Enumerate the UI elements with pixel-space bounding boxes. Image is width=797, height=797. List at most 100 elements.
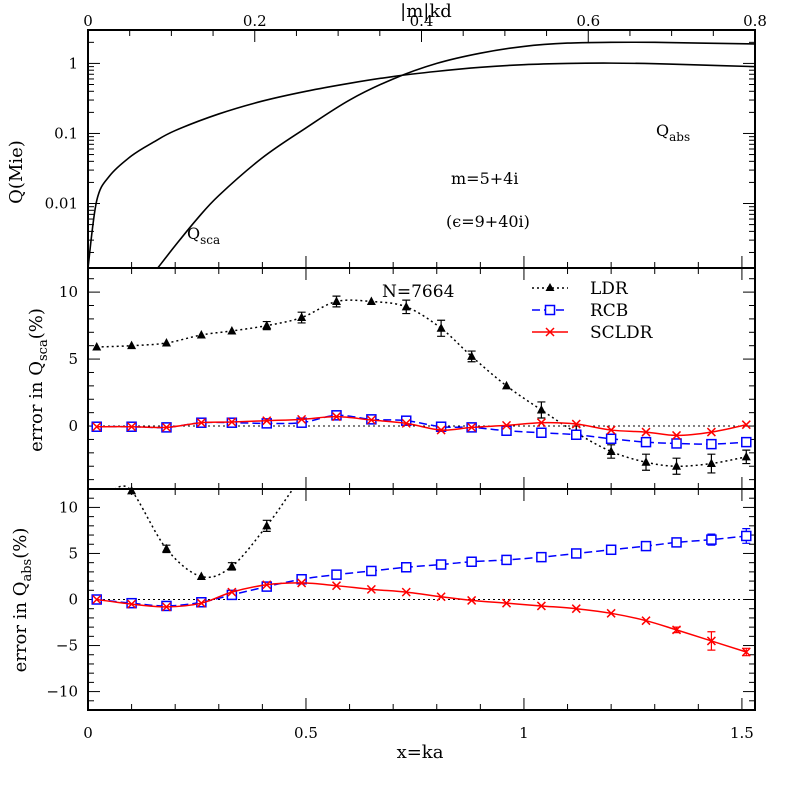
- bot-y-tick-label: −10: [46, 683, 78, 701]
- top-x-tick-label: 0.6: [576, 12, 600, 30]
- bot-rcb-point: [640, 540, 652, 552]
- bot-ldr-point: [127, 485, 137, 495]
- mid-scldr-point: [706, 427, 716, 437]
- mid-ldr-point: [502, 380, 512, 390]
- mid-ldr-point: [127, 340, 137, 350]
- top-axis-title: |m|kd: [400, 1, 452, 22]
- mid-ldr-point: [262, 320, 272, 330]
- legend-rcb-marker: [544, 304, 556, 316]
- mid-ldr-point: [536, 404, 546, 414]
- qsca-label: Qsca: [187, 224, 220, 247]
- mid-rcb-point: [605, 433, 617, 445]
- top-x-tick-label: 0.4: [410, 12, 434, 30]
- top-y-tick-label: 0.1: [54, 124, 78, 142]
- x-tick-label: 0: [83, 724, 93, 742]
- mid-y-tick-label: 0: [68, 417, 78, 435]
- dielectric-label: (ϵ=9+40i): [446, 212, 530, 231]
- mid-rcb-point: [640, 436, 652, 448]
- dipole-count-label: N=7664: [382, 282, 454, 302]
- bot-scldr-point: [606, 608, 616, 618]
- bot-scldr-point: [536, 601, 546, 611]
- bot-scldr-point: [641, 616, 651, 626]
- middle-panel-plot: [91, 295, 752, 475]
- bot-scldr-point: [706, 636, 716, 646]
- mid-scldr-point: [366, 415, 376, 425]
- qabs-label: Qabs: [656, 121, 690, 144]
- mid-scldr-point: [227, 417, 237, 427]
- mid-scldr-point: [501, 420, 512, 430]
- bot-rcb-line: [96, 535, 747, 607]
- bot-rcb-point: [466, 556, 477, 567]
- legend: LDR RCB SCLDR: [532, 279, 654, 343]
- middle-ylabel-main: error in Q: [26, 361, 47, 452]
- legend-ldr-label: LDR: [590, 279, 629, 299]
- qabs-label-main: Q: [656, 121, 669, 140]
- top-panel-plot: [87, 41, 756, 269]
- legend-rcb-label: RCB: [590, 301, 628, 321]
- mid-ldr-point: [606, 446, 616, 455]
- bot-scldr-point: [671, 625, 682, 635]
- mid-rcb-point: [536, 427, 547, 438]
- mid-ldr-point: [401, 301, 411, 311]
- bot-rcb-point: [741, 530, 752, 542]
- mid-y-tick-label: 10: [59, 283, 78, 301]
- bot-scldr-point: [436, 592, 446, 602]
- middle-ylabel-suffix: (%): [26, 308, 47, 339]
- top-panel-ylabel: Q(Mie): [6, 140, 27, 204]
- mid-y-tick-label: 5: [68, 350, 78, 368]
- mid-scldr-point: [331, 412, 342, 422]
- top-y-tick-label: 1: [68, 54, 78, 72]
- mid-ldr-point: [297, 312, 307, 322]
- bot-scldr-point: [92, 594, 102, 605]
- mid-scldr-point: [161, 422, 172, 432]
- mid-scldr-line: [96, 415, 747, 437]
- middle-ylabel-sub: sca: [36, 339, 51, 361]
- mid-rcb-point: [706, 438, 717, 450]
- bot-rcb-point: [571, 548, 582, 559]
- mid-ldr-point: [467, 351, 477, 360]
- legend-ldr-marker: [545, 283, 555, 291]
- mid-ldr-point: [706, 458, 716, 468]
- mid-scldr-point: [127, 422, 137, 432]
- mid-scldr-point: [606, 425, 616, 435]
- x-tick-label: 1: [519, 724, 529, 742]
- bot-scldr-point: [501, 598, 512, 608]
- mid-rcb-point: [261, 418, 272, 429]
- mid-ldr-point: [641, 457, 651, 466]
- mid-ldr-point: [227, 325, 237, 335]
- bot-scldr-point: [297, 578, 307, 588]
- bot-y-tick-label: 5: [68, 544, 78, 562]
- bot-scldr-point: [366, 584, 376, 594]
- bot-scldr-point: [571, 604, 581, 614]
- mid-rcb-line: [96, 414, 747, 445]
- bot-rcb-point: [366, 565, 377, 577]
- qabs-label-sub: abs: [669, 130, 690, 144]
- legend-scldr-label: SCLDR: [590, 323, 654, 343]
- mid-ldr-point: [366, 296, 376, 305]
- mid-rcb-point: [296, 417, 307, 428]
- bottom-ylabel-main: error in Q: [10, 582, 31, 673]
- qsca-label-main: Q: [187, 224, 200, 243]
- bot-scldr-line: [96, 582, 747, 653]
- mid-rcb-point: [331, 410, 342, 421]
- bot-rcb-point: [331, 569, 342, 580]
- bot-rcb-point: [536, 551, 547, 563]
- mid-ldr-point: [331, 296, 341, 305]
- top-y-tick-label: 0.01: [45, 195, 78, 213]
- bot-ldr-point: [227, 561, 237, 570]
- bottom-ylabel-sub: abs: [20, 559, 35, 582]
- bot-rcb-point: [435, 559, 447, 570]
- axis-tick-labels: 0 0.5 1 1.50 0.2 0.4 0.6 0.80.010.110510−10−505…: [45, 12, 767, 742]
- bot-scldr-point: [127, 599, 137, 609]
- middle-panel-ylabel: error in Qsca(%): [26, 308, 51, 452]
- qabs-curve: [87, 62, 756, 269]
- mid-scldr-point: [536, 418, 546, 428]
- bot-scldr-point: [196, 598, 206, 608]
- mid-ldr-point: [672, 461, 682, 470]
- legend-scldr-marker: [545, 327, 555, 337]
- bot-y-tick-label: −5: [56, 637, 78, 655]
- bot-ldr-point: [262, 520, 272, 530]
- mid-ldr-line: [96, 299, 747, 467]
- bot-scldr-point: [331, 581, 342, 591]
- bot-rcb-point: [501, 554, 512, 566]
